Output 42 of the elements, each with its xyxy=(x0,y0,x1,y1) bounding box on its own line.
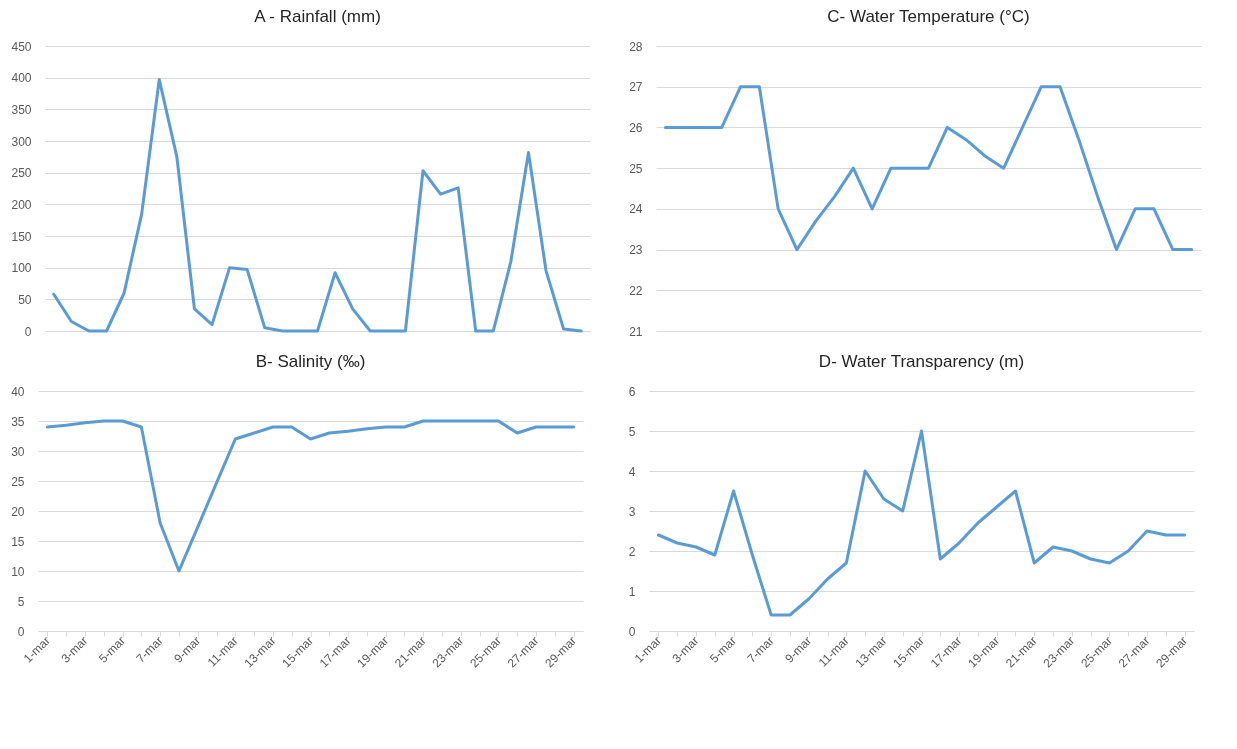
y-tick-label: 150 xyxy=(11,229,32,244)
y-tick-label: 24 xyxy=(629,202,643,217)
y-tick-label: 100 xyxy=(11,261,32,276)
y-tick-label: 22 xyxy=(629,283,643,298)
y-tick-label: 27 xyxy=(629,80,643,95)
y-tick-label: 50 xyxy=(18,292,32,307)
y-tick-label: 0 xyxy=(17,624,25,639)
y-tick-label: 4 xyxy=(628,464,636,479)
y-tick-label: 25 xyxy=(11,474,25,489)
y-tick-label: 21 xyxy=(629,324,643,339)
y-tick-label: 1 xyxy=(628,584,636,599)
y-tick-label: 15 xyxy=(11,534,25,549)
chart-title: B- Salinity (‰) xyxy=(255,352,366,371)
y-tick-label: 26 xyxy=(629,120,643,135)
line-series xyxy=(656,429,1187,617)
line-series xyxy=(52,78,583,333)
y-tick-label: 250 xyxy=(11,166,32,181)
y-tick-label: 10 xyxy=(11,564,25,579)
y-tick-label: 23 xyxy=(629,243,643,258)
y-tick-label: 350 xyxy=(11,102,32,117)
y-tick-label: 25 xyxy=(629,161,643,176)
y-tick-label: 30 xyxy=(11,444,25,459)
y-tick-label: 35 xyxy=(11,414,25,429)
chart-title: C- Water Temperature (°C) xyxy=(827,7,1030,26)
y-tick-label: 450 xyxy=(11,39,32,54)
y-tick-label: 200 xyxy=(11,197,32,212)
y-tick-label: 5 xyxy=(628,424,636,439)
line-series xyxy=(45,419,576,573)
y-tick-label: 5 xyxy=(17,594,25,609)
y-tick-label: 6 xyxy=(628,384,636,399)
y-tick-label: 40 xyxy=(11,384,25,399)
line-series xyxy=(663,85,1194,252)
chart-title: D- Water Transparency (m) xyxy=(818,352,1025,371)
y-tick-label: 28 xyxy=(629,39,643,54)
y-tick-label: 0 xyxy=(24,324,32,339)
y-tick-label: 3 xyxy=(628,504,636,519)
y-tick-label: 0 xyxy=(628,624,636,639)
y-tick-label: 2 xyxy=(628,544,636,559)
y-tick-label: 300 xyxy=(11,134,32,149)
y-tick-label: 20 xyxy=(11,504,25,519)
chart-title: A - Rainfall (mm) xyxy=(254,7,381,26)
y-tick-label: 400 xyxy=(11,71,32,86)
